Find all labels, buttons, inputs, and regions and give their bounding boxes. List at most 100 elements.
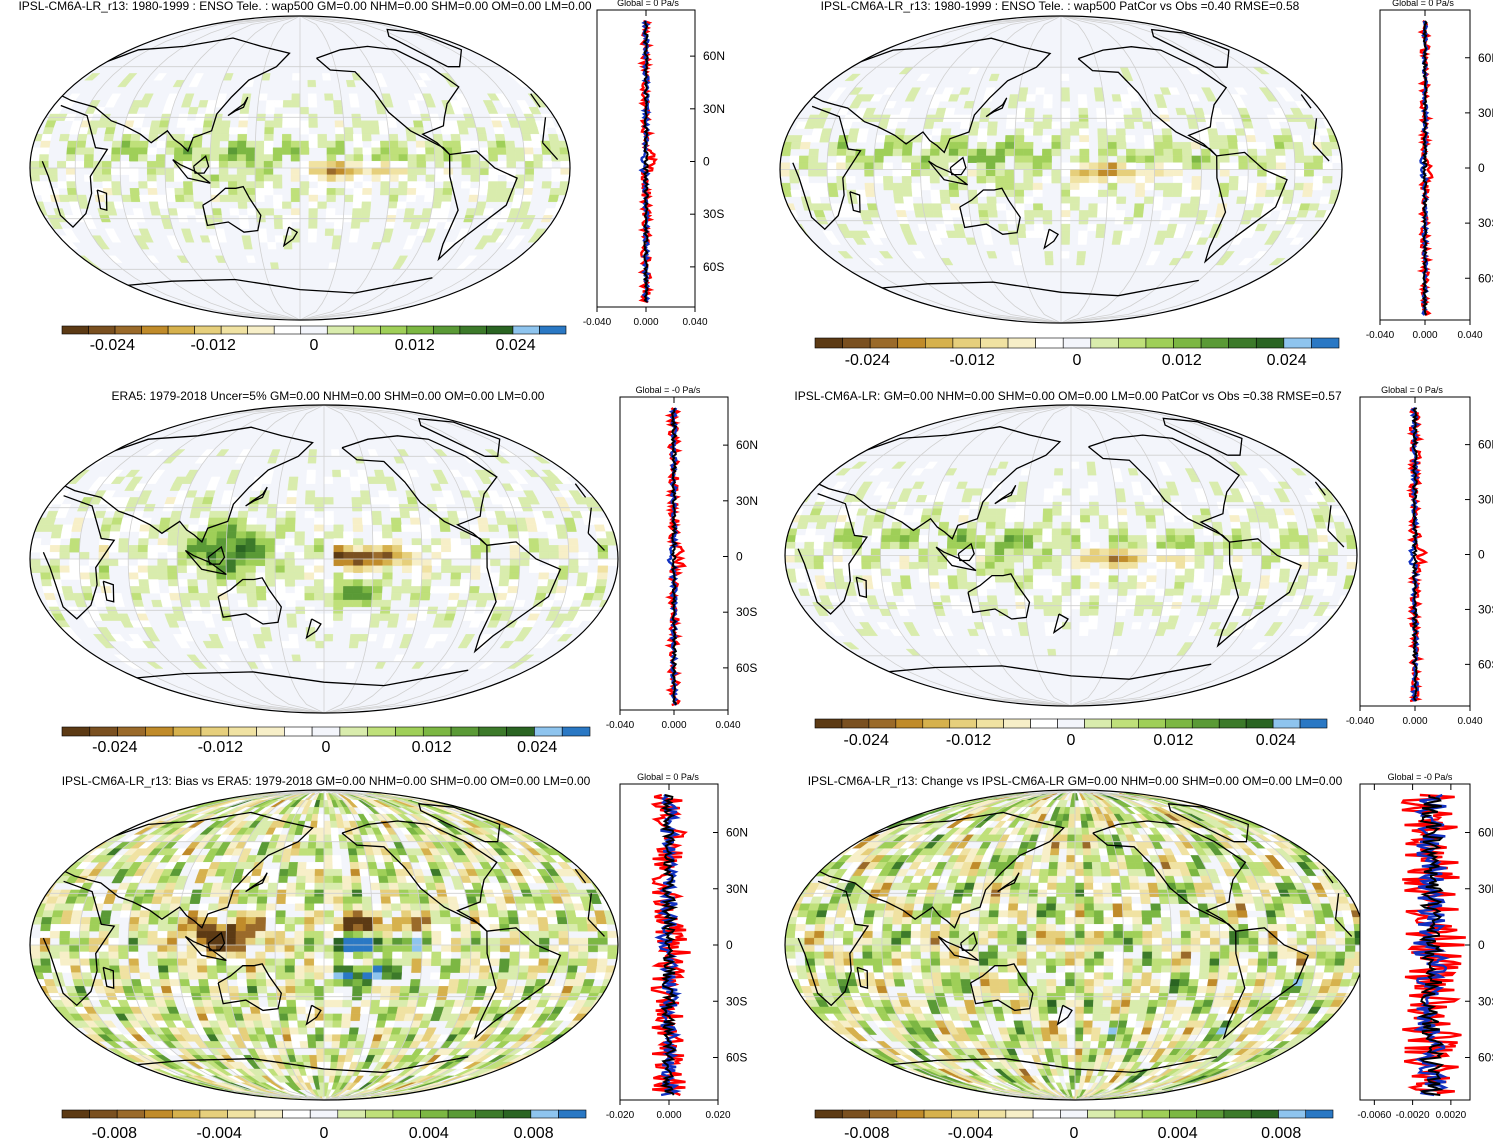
field-cell xyxy=(343,565,354,573)
field-cell xyxy=(434,167,445,176)
field-cell xyxy=(1013,528,1025,536)
field-cell xyxy=(225,545,237,553)
field-cell xyxy=(461,154,472,162)
field-cell xyxy=(883,148,894,157)
field-cell xyxy=(1217,135,1229,143)
field-cell xyxy=(129,524,141,532)
colorbar-box xyxy=(897,337,926,349)
field-cell xyxy=(353,538,364,546)
field-cell xyxy=(1299,548,1310,556)
field-cell xyxy=(507,910,519,918)
field-cell xyxy=(225,538,237,546)
field-cell xyxy=(158,120,170,128)
field-cell xyxy=(314,545,325,553)
field-cell xyxy=(1023,575,1034,583)
field-cell xyxy=(380,174,391,182)
field-cell xyxy=(218,174,229,182)
field-cell xyxy=(1229,515,1241,523)
field-cell xyxy=(43,593,56,601)
field-cell xyxy=(150,120,161,128)
field-cell xyxy=(358,634,369,642)
field-cell xyxy=(109,965,121,973)
field-cell xyxy=(948,189,960,198)
field-cell xyxy=(429,586,441,594)
field-cell xyxy=(410,524,422,532)
field-cell xyxy=(459,965,471,973)
field-cell xyxy=(207,593,219,601)
field-cell xyxy=(1266,515,1278,523)
field-cell xyxy=(286,490,298,498)
field-cell xyxy=(288,862,299,870)
field-cell xyxy=(1113,622,1125,630)
field-cell xyxy=(1078,107,1089,116)
field-cell xyxy=(516,524,529,532)
field-cell xyxy=(862,582,874,590)
field-cell xyxy=(235,944,246,953)
field-cell xyxy=(509,937,521,946)
field-cell xyxy=(1044,251,1054,259)
field-cell xyxy=(314,517,325,525)
field-cell xyxy=(480,545,491,553)
field-cell xyxy=(1273,135,1285,143)
colorbar-box xyxy=(1111,718,1139,729)
field-cell xyxy=(460,140,471,148)
field-cell xyxy=(469,188,480,196)
field-cell xyxy=(1127,548,1138,556)
field-cell xyxy=(435,634,449,642)
field-cell xyxy=(1269,575,1280,583)
field-cell xyxy=(1289,237,1305,245)
field-cell xyxy=(220,497,232,505)
profile-xtick-label: -0.040 xyxy=(606,720,635,731)
field-cell xyxy=(1316,528,1328,536)
field-cell xyxy=(556,634,573,642)
field-cell xyxy=(832,541,844,549)
field-cell xyxy=(411,951,423,959)
field-cell xyxy=(1023,162,1034,170)
field-cell xyxy=(381,903,392,911)
field-cell xyxy=(1211,521,1223,529)
field-cell xyxy=(80,972,93,980)
field-cell xyxy=(400,903,412,911)
field-cell xyxy=(359,869,370,877)
field-cell xyxy=(560,167,570,176)
field-cell xyxy=(504,140,516,148)
field-cell xyxy=(343,944,354,953)
field-cell xyxy=(398,167,409,176)
field-cell xyxy=(1078,121,1089,129)
field-cell xyxy=(538,538,550,546)
field-cell xyxy=(958,141,969,150)
field-cell xyxy=(352,579,364,587)
colorbar-box xyxy=(256,726,285,737)
panel-title: IPSL-CM6A-LR_r13: Bias vs ERA5: 1979-201… xyxy=(62,774,591,788)
field-cell xyxy=(856,196,868,204)
field-cell xyxy=(1196,237,1209,245)
field-cell xyxy=(1004,176,1015,184)
field-cell xyxy=(186,538,198,546)
field-cell xyxy=(402,558,413,566)
field-cell xyxy=(548,931,560,939)
field-cell xyxy=(218,510,230,519)
field-cell xyxy=(1061,548,1072,556)
field-cell xyxy=(967,155,978,163)
field-cell xyxy=(1200,155,1211,163)
meridian-line xyxy=(1060,16,1202,323)
field-cell xyxy=(228,140,238,148)
field-cell xyxy=(308,120,318,128)
field-cell xyxy=(1153,196,1164,204)
field-cell xyxy=(120,903,133,911)
field-cell xyxy=(790,141,802,150)
field-cell xyxy=(1032,562,1043,570)
field-cell xyxy=(350,869,361,877)
field-cell xyxy=(865,189,876,198)
field-cell xyxy=(1052,488,1063,496)
field-cell xyxy=(1165,548,1177,556)
field-cell xyxy=(69,937,80,946)
field-cell xyxy=(441,565,452,573)
field-cell xyxy=(382,965,393,973)
field-cell xyxy=(487,524,500,532)
field-cell xyxy=(274,944,286,953)
colorbar-box xyxy=(814,718,843,729)
field-cell xyxy=(80,586,93,594)
field-cell xyxy=(351,613,362,621)
field-cell xyxy=(1089,588,1100,596)
